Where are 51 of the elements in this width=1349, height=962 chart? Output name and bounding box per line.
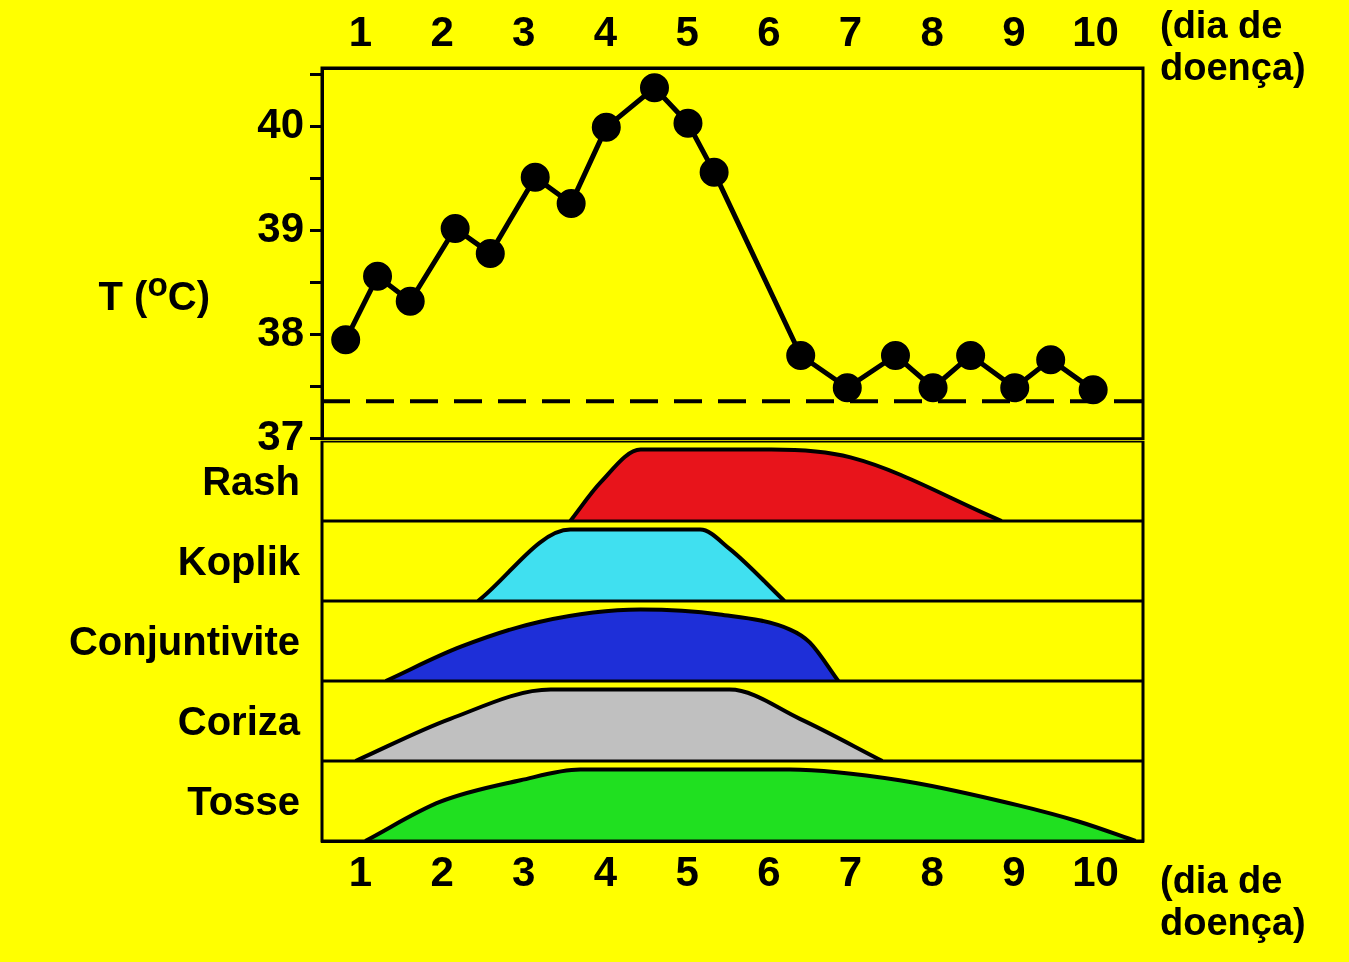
point [520,162,550,192]
x-axis-title: (dia de doença) [1160,859,1307,943]
point [832,373,862,403]
x-tick-label: 4 [593,847,618,895]
point [786,340,816,370]
point [1000,373,1030,403]
x-tick-label: 6 [757,8,781,56]
x-tick-label: 2 [430,847,454,895]
point [699,157,729,187]
point [556,188,586,218]
x-tick-label: 2 [430,8,454,56]
point [918,373,948,403]
y-tick-label: 40 [257,99,304,147]
point [639,73,669,103]
y-axis-title: Coriza [177,699,300,743]
y-tick-label: 38 [257,308,304,356]
point [475,238,505,268]
x-tick-label: 9 [1002,847,1026,895]
point [440,213,470,243]
y-tick-label: 39 [257,204,304,252]
point [395,286,425,316]
point [673,108,703,138]
y-axis-title: Conjuntivite [68,619,300,663]
x-tick-label: 1 [348,847,373,895]
y-axis-title: Rash [202,459,300,503]
point [591,112,621,142]
x-tick-label: 8 [920,847,944,895]
x-tick-label: 6 [757,847,781,895]
point [880,340,910,370]
x-tick-label: 7 [838,847,863,895]
x-tick-label: 9 [1002,8,1026,56]
x-tick-label: 5 [675,847,699,895]
point [1078,375,1108,405]
point [331,325,361,355]
y-tick-label: 37 [257,412,304,460]
x-tick-label: 3 [512,847,536,895]
x-tick-label: 10 [1072,8,1119,56]
x-tick-label: 1 [348,8,373,56]
point [363,261,393,291]
x-axis-title: (dia de doença) [1160,4,1307,88]
x-tick-label: 4 [593,8,618,56]
point [1036,345,1066,375]
x-tick-label: 3 [512,8,536,56]
y-axis-title: Koplik [177,539,300,583]
y-axis-title: Tosse [187,779,300,823]
x-tick-label: 5 [675,8,699,56]
y-axis-title: T ($^{o}$C) [98,265,210,319]
x-tick-label: 8 [920,8,944,56]
point [956,340,986,370]
x-tick-label: 10 [1072,847,1119,895]
x-tick-label: 7 [838,8,863,56]
